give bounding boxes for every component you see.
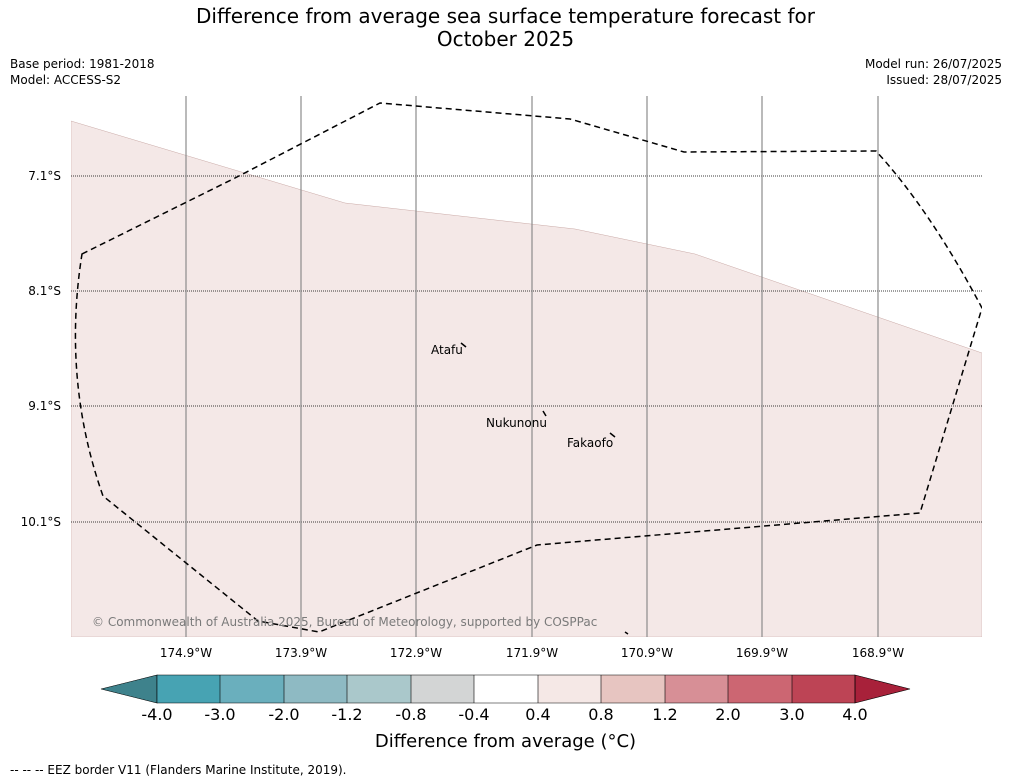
colorbar-swatch xyxy=(347,675,411,703)
colorbar-tick-label: 3.0 xyxy=(779,705,805,724)
colorbar-swatch xyxy=(792,675,855,703)
colorbar-swatch xyxy=(538,675,601,703)
colorbar-swatch xyxy=(157,675,220,703)
colorbar-tick-label: -1.2 xyxy=(331,705,363,724)
place-label-fakaofo: Fakaofo xyxy=(567,436,613,450)
sst-anomaly-region xyxy=(71,120,982,637)
eez-border xyxy=(74,102,982,633)
lon-label-168.9: 168.9°W xyxy=(851,646,905,660)
lat-label-10.1: 10.1°S xyxy=(20,515,61,529)
colorbar-swatch xyxy=(665,675,728,703)
lat-label-8.1: 8.1°S xyxy=(28,284,61,298)
map-area: Atafu Nukunonu Fakaofo © Commonwealth of… xyxy=(71,96,982,637)
issued-date: Issued: 28/07/2025 xyxy=(886,73,1002,87)
colorbar-swatch xyxy=(474,675,538,703)
colorbar-swatch xyxy=(728,675,792,703)
map-title: Difference from average sea surface temp… xyxy=(0,5,1011,51)
colorbar-tick-label: 1.2 xyxy=(652,705,678,724)
meta-right: Model run: 26/07/2025 Issued: 28/07/2025 xyxy=(865,56,1002,88)
lat-label-9.1: 9.1°S xyxy=(28,399,61,413)
place-labels: Atafu Nukunonu Fakaofo xyxy=(431,343,613,450)
colorbar-tick-label: -2.0 xyxy=(268,705,300,724)
colorbar-tick-label: 4.0 xyxy=(842,705,868,724)
colorbar-tick-label: 0.4 xyxy=(525,705,551,724)
colorbar-extend-low xyxy=(100,674,158,704)
meta-left: Base period: 1981-2018 Model: ACCESS-S2 xyxy=(10,56,155,88)
lon-label-174.9: 174.9°W xyxy=(159,646,213,660)
nukunonu-island xyxy=(542,410,547,417)
fakaofo-island xyxy=(609,432,616,438)
model-name: Model: ACCESS-S2 xyxy=(10,73,122,87)
colorbar-swatch xyxy=(411,675,474,703)
colorbar-tick-label: -0.4 xyxy=(458,705,490,724)
colorbar-swatch xyxy=(601,675,665,703)
colorbar xyxy=(100,674,911,704)
eez-footnote: -- -- -- EEZ border V11 (Flanders Marine… xyxy=(10,763,347,777)
colorbar-tick-label: -3.0 xyxy=(204,705,236,724)
colorbar-tick-label: 0.8 xyxy=(588,705,614,724)
colorbar-tick-label: 2.0 xyxy=(715,705,741,724)
colorbar-label: Difference from average (°C) xyxy=(374,731,637,752)
colorbar-tick-label: -0.8 xyxy=(395,705,427,724)
colorbar-swatch xyxy=(284,675,347,703)
model-run: Model run: 26/07/2025 xyxy=(864,57,1002,71)
islands xyxy=(460,342,629,635)
lon-label-172.9: 172.9°W xyxy=(389,646,443,660)
base-period: Base period: 1981-2018 xyxy=(10,57,155,71)
lon-label-169.9: 169.9°W xyxy=(735,646,789,660)
lon-label-171.9: 171.9°W xyxy=(505,646,559,660)
small-island xyxy=(624,631,629,635)
colorbar-swatch xyxy=(220,675,284,703)
copyright-text: © Commonwealth of Australia 2025, Bureau… xyxy=(92,615,597,629)
place-label-nukunonu: Nukunonu xyxy=(486,416,547,430)
lat-label-7.1: 7.1°S xyxy=(28,169,61,183)
colorbar-extend-high xyxy=(854,674,911,704)
title-line-1: Difference from average sea surface temp… xyxy=(195,4,815,28)
title-line-2: October 2025 xyxy=(436,27,575,51)
lon-label-170.9: 170.9°W xyxy=(620,646,674,660)
lon-label-173.9: 173.9°W xyxy=(274,646,328,660)
lon-grid xyxy=(185,96,879,637)
atafu-island xyxy=(460,342,467,348)
colorbar-tick-label: -4.0 xyxy=(141,705,173,724)
place-label-atafu: Atafu xyxy=(431,343,463,357)
